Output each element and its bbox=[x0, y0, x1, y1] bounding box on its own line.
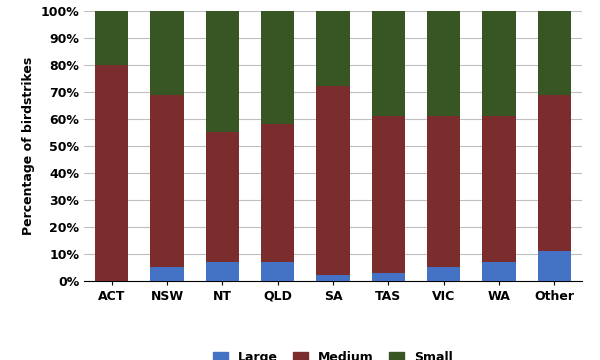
Bar bbox=[482, 11, 515, 116]
Bar bbox=[151, 267, 184, 281]
Bar bbox=[206, 11, 239, 132]
Bar bbox=[482, 262, 515, 281]
Bar bbox=[482, 116, 515, 262]
Bar bbox=[206, 262, 239, 281]
Bar bbox=[261, 262, 294, 281]
Bar bbox=[95, 65, 128, 281]
Bar bbox=[261, 124, 294, 262]
Bar bbox=[206, 132, 239, 262]
Bar bbox=[427, 11, 460, 116]
Bar bbox=[261, 11, 294, 124]
Bar bbox=[538, 94, 571, 251]
Bar bbox=[316, 86, 350, 275]
Bar bbox=[316, 11, 350, 86]
Bar bbox=[151, 94, 184, 267]
Bar bbox=[316, 275, 350, 281]
Bar bbox=[427, 267, 460, 281]
Y-axis label: Percentage of birdstrikes: Percentage of birdstrikes bbox=[22, 57, 35, 235]
Bar bbox=[372, 11, 405, 116]
Bar bbox=[538, 251, 571, 281]
Bar bbox=[427, 116, 460, 267]
Bar bbox=[151, 11, 184, 94]
Legend: Large, Medium, Small: Large, Medium, Small bbox=[208, 346, 458, 360]
Bar bbox=[372, 116, 405, 273]
Bar bbox=[538, 11, 571, 94]
Bar bbox=[95, 11, 128, 65]
Bar bbox=[372, 273, 405, 281]
